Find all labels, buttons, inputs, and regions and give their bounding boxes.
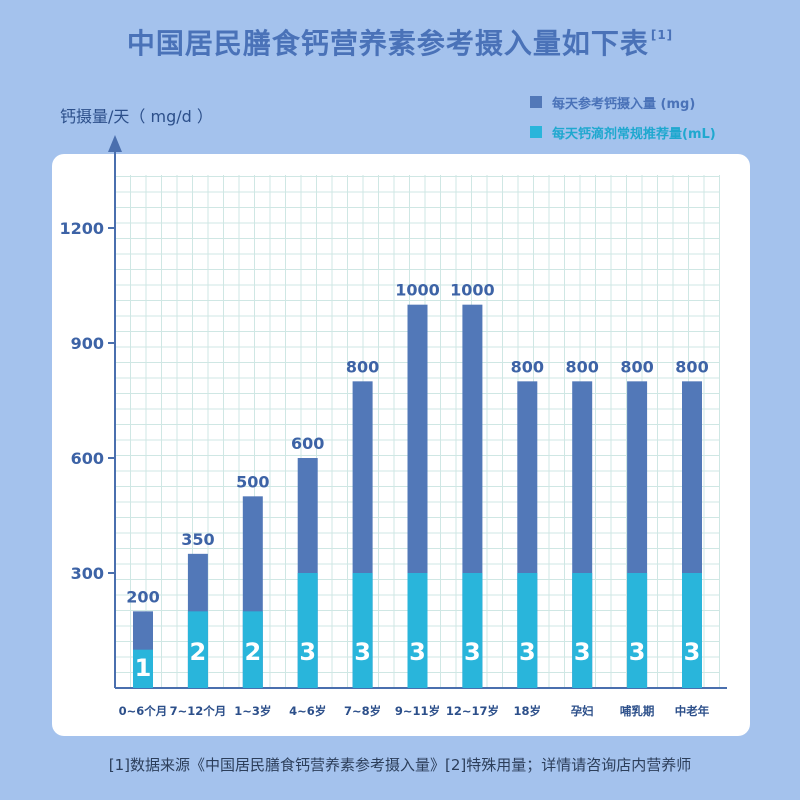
bar-value-label: 1000 xyxy=(395,281,440,300)
bar-drops-dose xyxy=(517,573,538,688)
y-axis-arrow xyxy=(108,135,122,152)
chart-legend: 每天参考钙摄入量 (mg) 每天钙滴剂常规推荐量(mL) xyxy=(530,92,716,152)
bar-value-label: 800 xyxy=(620,357,653,376)
x-category-label: 哺乳期 xyxy=(620,704,655,718)
drops-value-label: 3 xyxy=(574,638,591,666)
bar-value-label: 1000 xyxy=(450,281,495,300)
bar-drops-dose xyxy=(627,573,648,688)
bar-drops-dose xyxy=(572,573,593,688)
y-tick-label: 600 xyxy=(71,449,104,468)
drops-value-label: 3 xyxy=(519,638,536,666)
x-category-label: 中老年 xyxy=(675,704,710,718)
bar-drops-dose xyxy=(462,573,483,688)
bar-drops-dose xyxy=(352,573,373,688)
bar-drops-dose xyxy=(242,611,263,688)
x-category-label: 0~6个月 xyxy=(119,704,168,718)
legend-label-drops: 每天钙滴剂常规推荐量(mL) xyxy=(552,126,716,142)
legend-item-reference: 每天参考钙摄入量 (mg) xyxy=(530,92,716,112)
bar-drops-dose xyxy=(297,573,318,688)
x-category-label: 7~12个月 xyxy=(170,704,227,718)
y-axis-unit-label: 钙摄量/天（ mg/d ） xyxy=(60,107,213,126)
drops-value-label: 3 xyxy=(354,638,371,666)
drops-value-label: 2 xyxy=(244,638,261,666)
bar-value-label: 800 xyxy=(565,357,598,376)
legend-swatch-reference xyxy=(530,96,542,108)
y-tick-label: 300 xyxy=(71,564,104,583)
x-category-label: 9~11岁 xyxy=(395,704,440,718)
x-category-label: 18岁 xyxy=(514,704,542,718)
drops-value-label: 3 xyxy=(464,638,481,666)
x-category-label: 7~8岁 xyxy=(344,704,381,718)
drops-value-label: 3 xyxy=(684,638,701,666)
y-tick-label: 900 xyxy=(71,334,104,353)
bar-value-label: 200 xyxy=(126,587,159,606)
drops-value-label: 3 xyxy=(629,638,646,666)
bar-value-label: 800 xyxy=(346,357,379,376)
page-title: 中国居民膳食钙营养素参考摄入量如下表 [1] xyxy=(0,22,800,62)
footnote: [1]数据来源《中国居民膳食钙营养素参考摄入量》[2]特殊用量；详情请咨询店内营… xyxy=(108,756,692,774)
y-tick-label: 1200 xyxy=(59,219,104,238)
bar-drops-dose xyxy=(682,573,702,688)
x-category-label: 1~3岁 xyxy=(234,704,271,718)
bar-drops-dose xyxy=(187,611,208,688)
title-text: 中国居民膳食钙营养素参考摄入量如下表 xyxy=(126,27,649,60)
bar-value-label: 800 xyxy=(511,357,544,376)
bar-value-label: 350 xyxy=(181,530,214,549)
legend-label-reference: 每天参考钙摄入量 (mg) xyxy=(552,96,696,112)
x-category-label: 4~6岁 xyxy=(289,704,326,718)
drops-value-label: 2 xyxy=(190,638,207,666)
drops-value-label: 3 xyxy=(409,638,426,666)
legend-item-drops: 每天钙滴剂常规推荐量(mL) xyxy=(530,122,716,142)
title-footnote-ref: [1] xyxy=(650,28,674,42)
drops-value-label: 1 xyxy=(135,654,152,682)
bar-drops-dose xyxy=(133,649,153,688)
drops-value-label: 3 xyxy=(299,638,316,666)
x-category-label: 孕妇 xyxy=(571,704,594,718)
bar-value-label: 600 xyxy=(291,434,324,453)
bar-drops-dose xyxy=(407,573,428,688)
bar-value-label: 800 xyxy=(675,357,708,376)
x-category-label: 12~17岁 xyxy=(446,704,499,718)
legend-swatch-drops xyxy=(530,126,542,138)
bar-value-label: 500 xyxy=(236,472,269,491)
